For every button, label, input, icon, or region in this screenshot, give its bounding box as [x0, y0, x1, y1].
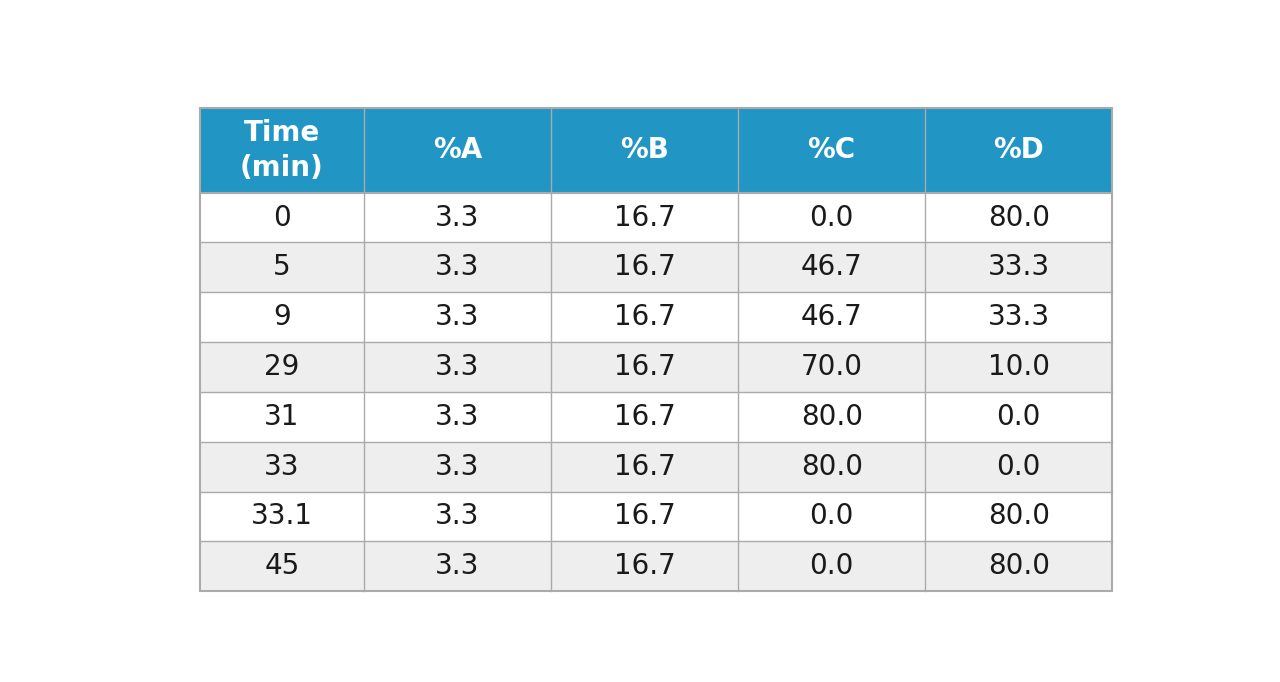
Text: 16.7: 16.7	[613, 552, 676, 580]
Bar	[364, 442, 552, 492]
Text: 16.7: 16.7	[613, 453, 676, 481]
Text: %B: %B	[620, 136, 669, 164]
Text: 5: 5	[273, 254, 291, 282]
Bar	[739, 442, 925, 492]
Text: 46.7: 46.7	[801, 254, 863, 282]
Bar	[364, 293, 552, 342]
Bar	[552, 542, 739, 591]
Bar	[200, 293, 364, 342]
Bar	[739, 392, 925, 442]
Bar	[200, 192, 364, 243]
Bar	[364, 342, 552, 392]
Text: 16.7: 16.7	[613, 254, 676, 282]
Text: 70.0: 70.0	[801, 353, 863, 381]
Text: %C: %C	[808, 136, 856, 164]
Text: 80.0: 80.0	[801, 453, 863, 481]
Text: %D: %D	[993, 136, 1044, 164]
Bar	[739, 342, 925, 392]
Bar	[200, 542, 364, 591]
Text: 3.3: 3.3	[435, 403, 480, 431]
Text: 33.3: 33.3	[988, 254, 1050, 282]
Text: 80.0: 80.0	[988, 203, 1050, 232]
Bar	[552, 243, 739, 293]
Bar	[200, 392, 364, 442]
Text: 80.0: 80.0	[988, 503, 1050, 531]
Bar	[200, 243, 364, 293]
Text: 9: 9	[273, 303, 291, 331]
Text: 3.3: 3.3	[435, 203, 480, 232]
Bar	[739, 492, 925, 542]
Bar	[739, 243, 925, 293]
Bar	[925, 492, 1112, 542]
Text: Time
(min): Time (min)	[239, 119, 324, 181]
Bar	[364, 492, 552, 542]
Bar	[739, 542, 925, 591]
Text: 3.3: 3.3	[435, 254, 480, 282]
Text: 16.7: 16.7	[613, 503, 676, 531]
Text: 0.0: 0.0	[809, 203, 854, 232]
Bar	[364, 392, 552, 442]
Text: 0.0: 0.0	[809, 503, 854, 531]
Bar	[739, 108, 925, 192]
Bar	[200, 108, 364, 192]
Bar	[925, 542, 1112, 591]
Text: 3.3: 3.3	[435, 303, 480, 331]
Bar	[925, 442, 1112, 492]
Text: 16.7: 16.7	[613, 303, 676, 331]
Bar	[552, 442, 739, 492]
Text: 80.0: 80.0	[801, 403, 863, 431]
Bar	[739, 293, 925, 342]
Text: 3.3: 3.3	[435, 453, 480, 481]
Text: 3.3: 3.3	[435, 552, 480, 580]
Text: 10.0: 10.0	[988, 353, 1050, 381]
Bar	[739, 192, 925, 243]
Text: 3.3: 3.3	[435, 503, 480, 531]
Text: 3.3: 3.3	[435, 353, 480, 381]
Bar	[552, 192, 739, 243]
Text: 46.7: 46.7	[801, 303, 863, 331]
Bar	[364, 243, 552, 293]
Bar	[200, 342, 364, 392]
Text: 33.3: 33.3	[988, 303, 1050, 331]
Text: 45: 45	[264, 552, 300, 580]
Text: 33.1: 33.1	[251, 503, 312, 531]
Text: %A: %A	[433, 136, 483, 164]
Bar	[925, 342, 1112, 392]
Text: 0: 0	[273, 203, 291, 232]
Bar	[925, 293, 1112, 342]
Text: 0.0: 0.0	[997, 453, 1041, 481]
Bar	[552, 392, 739, 442]
Bar	[925, 243, 1112, 293]
Bar	[925, 392, 1112, 442]
Bar	[925, 108, 1112, 192]
Text: 33: 33	[264, 453, 300, 481]
Bar	[200, 442, 364, 492]
Text: 31: 31	[264, 403, 300, 431]
Text: 80.0: 80.0	[988, 552, 1050, 580]
Text: 16.7: 16.7	[613, 353, 676, 381]
Text: 16.7: 16.7	[613, 203, 676, 232]
Text: 29: 29	[264, 353, 300, 381]
Bar	[200, 492, 364, 542]
Bar	[552, 492, 739, 542]
Bar	[364, 192, 552, 243]
Bar	[552, 108, 739, 192]
Bar	[364, 108, 552, 192]
Text: 0.0: 0.0	[997, 403, 1041, 431]
Bar	[364, 542, 552, 591]
Bar	[925, 192, 1112, 243]
Bar	[552, 293, 739, 342]
Bar	[552, 342, 739, 392]
Text: 0.0: 0.0	[809, 552, 854, 580]
Text: 16.7: 16.7	[613, 403, 676, 431]
